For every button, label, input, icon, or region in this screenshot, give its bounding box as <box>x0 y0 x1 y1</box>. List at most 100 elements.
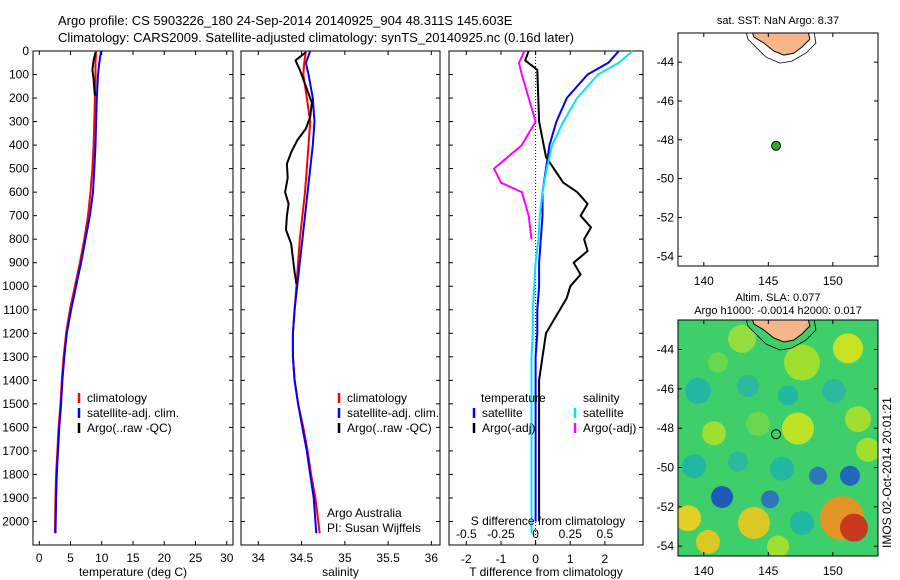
sla-anomaly-blob <box>778 385 798 406</box>
depth-tick-label: 1200 <box>2 326 29 340</box>
temperature-xtick-label: 30 <box>220 551 234 565</box>
sla-anomaly-blob <box>746 411 770 436</box>
sla-anomaly-blob <box>728 451 748 472</box>
depth-tick-label: 1100 <box>3 303 29 317</box>
sla-map-frame <box>677 319 879 557</box>
sla-anomaly-blob <box>761 490 779 509</box>
sst-map-float-marker <box>771 140 782 151</box>
sst-map-xtick-label: 140 <box>694 274 714 288</box>
sla-map-ytick-label: -46 <box>657 382 675 396</box>
difference-series-3 <box>493 50 537 240</box>
footer-author: Argo Australia <box>327 506 402 520</box>
tdiff-xtick-label: -2 <box>461 552 472 566</box>
sla-anomaly-blob <box>840 465 860 486</box>
salinity-xtick-label: 34.5 <box>290 551 314 565</box>
temperature-xlabel: temperature (deg C) <box>79 565 187 579</box>
salinity-series-2 <box>284 51 313 285</box>
depth-tick-label: 1400 <box>2 373 29 387</box>
sla-anomaly-blob <box>770 456 794 481</box>
difference-xlabel: T difference from climatology <box>469 565 623 579</box>
depth-tick-label: 300 <box>9 115 29 129</box>
title-line1: Argo profile: CS 5903226_180 24-Sep-2014… <box>58 13 513 28</box>
sst-map-ytick-label: -54 <box>657 249 675 263</box>
sla-map-land <box>745 320 817 351</box>
sst-map-shelf-contour <box>745 33 817 64</box>
depth-tick-label: 1900 <box>2 491 29 505</box>
temperature-xtick-label: 10 <box>95 551 109 565</box>
sst-map-land <box>745 33 817 64</box>
sla-anomaly-blob <box>784 344 820 381</box>
sst-map-ytick-label: -46 <box>657 94 675 108</box>
sla-anomaly-blob <box>767 535 789 556</box>
sst-map-ytick-label: -48 <box>657 133 675 147</box>
sla-map-ytick-label: -44 <box>657 343 675 357</box>
imos-timestamp: IMOS 02-Oct-2014 20:01:21 <box>880 397 894 548</box>
depth-tick-label: 1000 <box>2 279 29 293</box>
sdiff-xtick-label: 0.25 <box>559 527 583 541</box>
sla-anomaly-blob <box>809 466 827 485</box>
salinity-axes-frame <box>240 50 441 546</box>
salinity-xtick-label: 35.5 <box>376 551 400 565</box>
depth-tick-label: 1800 <box>2 467 29 481</box>
sla-anomaly-blob <box>696 529 720 554</box>
salinity-legend-label: Argo(..raw -QC) <box>347 421 432 435</box>
sla-anomaly-blob <box>845 406 871 433</box>
depth-tick-label: 100 <box>9 68 29 82</box>
tdiff-xtick-label: -1 <box>496 552 507 566</box>
sst-map-landmass <box>752 33 811 56</box>
salinity-xtick-label: 34 <box>252 551 266 565</box>
temperature-series-2 <box>91 51 97 96</box>
depth-tick-label: 2000 <box>2 514 29 528</box>
salinity-legend-label: climatology <box>347 391 407 405</box>
tdiff-xtick-label: 2 <box>602 552 609 566</box>
tdiff-xtick-label: 0 <box>532 552 539 566</box>
sla-map-xtick-label: 140 <box>694 564 714 578</box>
difference-series-0 <box>534 50 620 522</box>
sla-map-shelf-contour <box>745 320 817 351</box>
sst-map-ytick-label: -50 <box>657 172 675 186</box>
salinity-xlabel: salinity <box>322 565 359 579</box>
temperature-legend-label: satellite-adj. clim. <box>87 406 179 420</box>
diff-legend-header-salinity: salinity <box>583 391 620 405</box>
temperature-xtick-label: 15 <box>126 551 140 565</box>
sla-map-float-marker <box>771 429 782 440</box>
depth-tick-label: 1500 <box>2 397 29 411</box>
sla-map-xtick-label: 145 <box>758 564 778 578</box>
sla-anomaly-blob <box>738 506 770 539</box>
sdiff-xtick-label: 0 <box>532 527 539 541</box>
depth-tick-label: 1300 <box>2 350 29 364</box>
difference-series-1 <box>524 50 592 522</box>
salinity-series-1 <box>291 50 318 534</box>
depth-tick-label: 800 <box>9 232 29 246</box>
title-line2: Climatology: CARS2009. Satellite-adjuste… <box>58 30 574 45</box>
diff-legend-salinity-label: Argo(-adj) <box>583 421 636 435</box>
sst-map-xtick-label: 150 <box>823 274 843 288</box>
sla-map-title-line2: Argo h1000: -0.0014 h2000: 0.017 <box>694 305 862 317</box>
temperature-axes-frame <box>32 50 234 546</box>
tdiff-xtick-label: 1 <box>567 552 574 566</box>
difference-axes-frame <box>448 50 644 546</box>
sla-map-landmass <box>752 320 811 343</box>
sla-anomaly-blob <box>840 513 868 542</box>
sla-anomaly-blob <box>782 412 814 445</box>
sla-anomaly-blob <box>822 378 846 403</box>
sla-anomaly-blob <box>790 510 814 535</box>
temperature-xtick-label: 20 <box>158 551 172 565</box>
sla-anomaly-blob <box>856 437 878 462</box>
temperature-xtick-label: 25 <box>189 551 203 565</box>
depth-tick-label: 200 <box>9 91 29 105</box>
diff-legend-salinity-label: satellite <box>583 406 624 420</box>
sla-anomaly-blob <box>682 454 706 479</box>
sla-anomaly-blob <box>728 324 756 353</box>
sla-map-xtick-label: 150 <box>823 564 843 578</box>
temperature-xtick-label: 5 <box>67 551 74 565</box>
depth-tick-label: 0 <box>22 44 29 58</box>
sla-anomaly-blob <box>833 333 863 364</box>
salinity-legend-label: satellite-adj. clim. <box>347 406 439 420</box>
depth-tick-label: 1700 <box>2 444 29 458</box>
diff-legend-temperature-label: satellite <box>482 406 523 420</box>
sst-map-ytick-label: -52 <box>657 210 675 224</box>
sst-map-frame <box>677 32 879 267</box>
sla-map-ytick-label: -48 <box>657 421 675 435</box>
